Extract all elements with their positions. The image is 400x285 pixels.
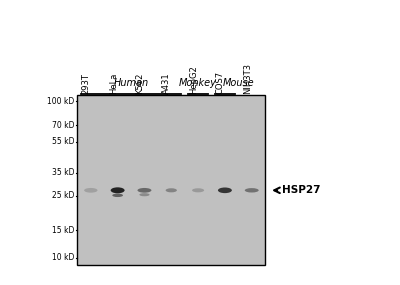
Text: 10 kD: 10 kD [52,253,75,262]
Text: Human: Human [114,78,149,87]
Text: 100 kD: 100 kD [48,97,75,106]
Ellipse shape [139,193,150,196]
Text: HepG2: HepG2 [189,65,198,94]
Ellipse shape [218,188,232,193]
Ellipse shape [138,188,152,193]
Text: 70 kD: 70 kD [52,121,75,130]
Text: 35 kD: 35 kD [52,168,75,177]
Ellipse shape [166,188,177,192]
Text: A431: A431 [162,72,171,94]
Text: 15 kD: 15 kD [52,226,75,235]
Text: NIH3T3: NIH3T3 [243,63,252,94]
Text: HeLa: HeLa [109,72,118,94]
Text: COS7: COS7 [216,71,225,94]
Text: Mouse: Mouse [222,78,254,87]
Ellipse shape [84,188,98,193]
Text: HSP27: HSP27 [282,185,320,195]
Ellipse shape [111,187,125,193]
Text: K562: K562 [136,72,144,94]
Ellipse shape [192,188,204,192]
Text: 25 kD: 25 kD [52,191,75,200]
Ellipse shape [245,188,259,192]
Text: Monkey: Monkey [179,78,217,87]
Text: 293T: 293T [82,73,91,94]
Ellipse shape [112,194,123,197]
Text: 55 kD: 55 kD [52,137,75,146]
Bar [78,95,265,265]
